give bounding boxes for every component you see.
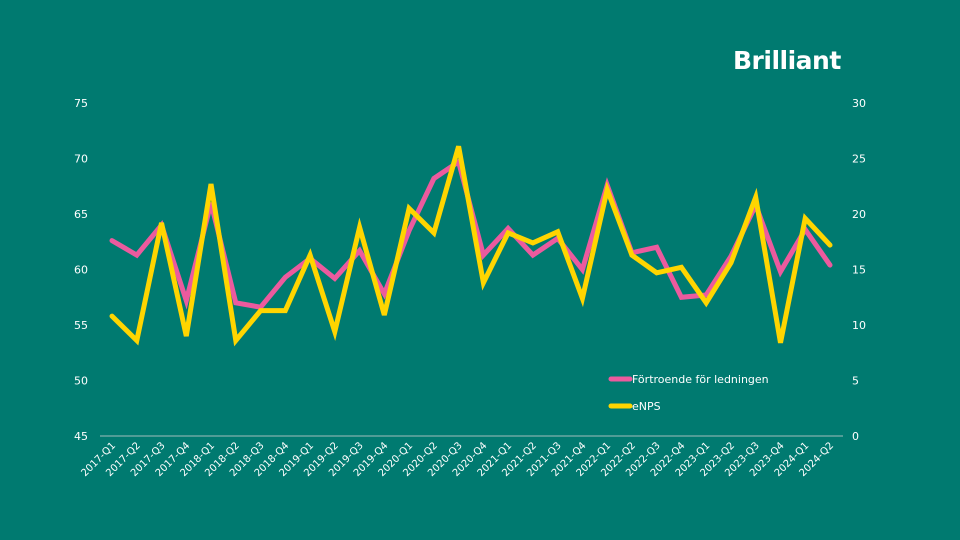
left-axis-tick-label: 60 — [74, 264, 88, 277]
legend-label: eNPS — [632, 400, 661, 413]
right-axis-tick-label: 0 — [852, 430, 859, 443]
legend-label: Förtroende för ledningen — [632, 373, 769, 386]
left-axis-tick-label: 75 — [74, 97, 88, 110]
right-axis-tick-label: 15 — [852, 264, 866, 277]
series-line-enps — [109, 145, 833, 347]
left-axis-tick-label: 45 — [74, 430, 88, 443]
left-axis-tick-label: 50 — [74, 375, 88, 388]
right-axis-tick-label: 5 — [852, 375, 859, 388]
right-axis-tick-label: 10 — [852, 319, 866, 332]
right-axis-tick-label: 30 — [852, 97, 866, 110]
left-axis-tick-label: 65 — [74, 208, 88, 221]
right-axis-tick-label: 25 — [852, 153, 866, 166]
brand-logo: Brilliant — [733, 46, 841, 75]
left-axis-tick-label: 55 — [74, 319, 88, 332]
left-axis-tick-label: 70 — [74, 153, 88, 166]
right-axis-tick-label: 20 — [852, 208, 866, 221]
